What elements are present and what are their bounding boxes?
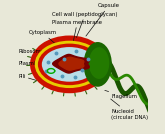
Text: Cell wall (peptidoglycan): Cell wall (peptidoglycan) (52, 12, 118, 38)
Text: Plasmid: Plasmid (18, 61, 49, 71)
Text: Pili: Pili (18, 74, 36, 80)
Ellipse shape (38, 44, 101, 85)
Text: Plasma membrane: Plasma membrane (52, 20, 102, 41)
Ellipse shape (35, 41, 104, 88)
Ellipse shape (83, 42, 112, 87)
Polygon shape (53, 54, 89, 73)
Text: Cytoplasm: Cytoplasm (29, 30, 61, 49)
Text: Flagellum: Flagellum (105, 90, 137, 99)
Polygon shape (59, 57, 84, 70)
Ellipse shape (89, 47, 109, 79)
Text: Ribosomes: Ribosomes (18, 49, 50, 62)
Text: Capsule: Capsule (86, 3, 120, 36)
Text: Nucleoid
(circular DNA): Nucleoid (circular DNA) (111, 99, 148, 120)
Ellipse shape (30, 36, 109, 93)
Ellipse shape (42, 47, 97, 82)
